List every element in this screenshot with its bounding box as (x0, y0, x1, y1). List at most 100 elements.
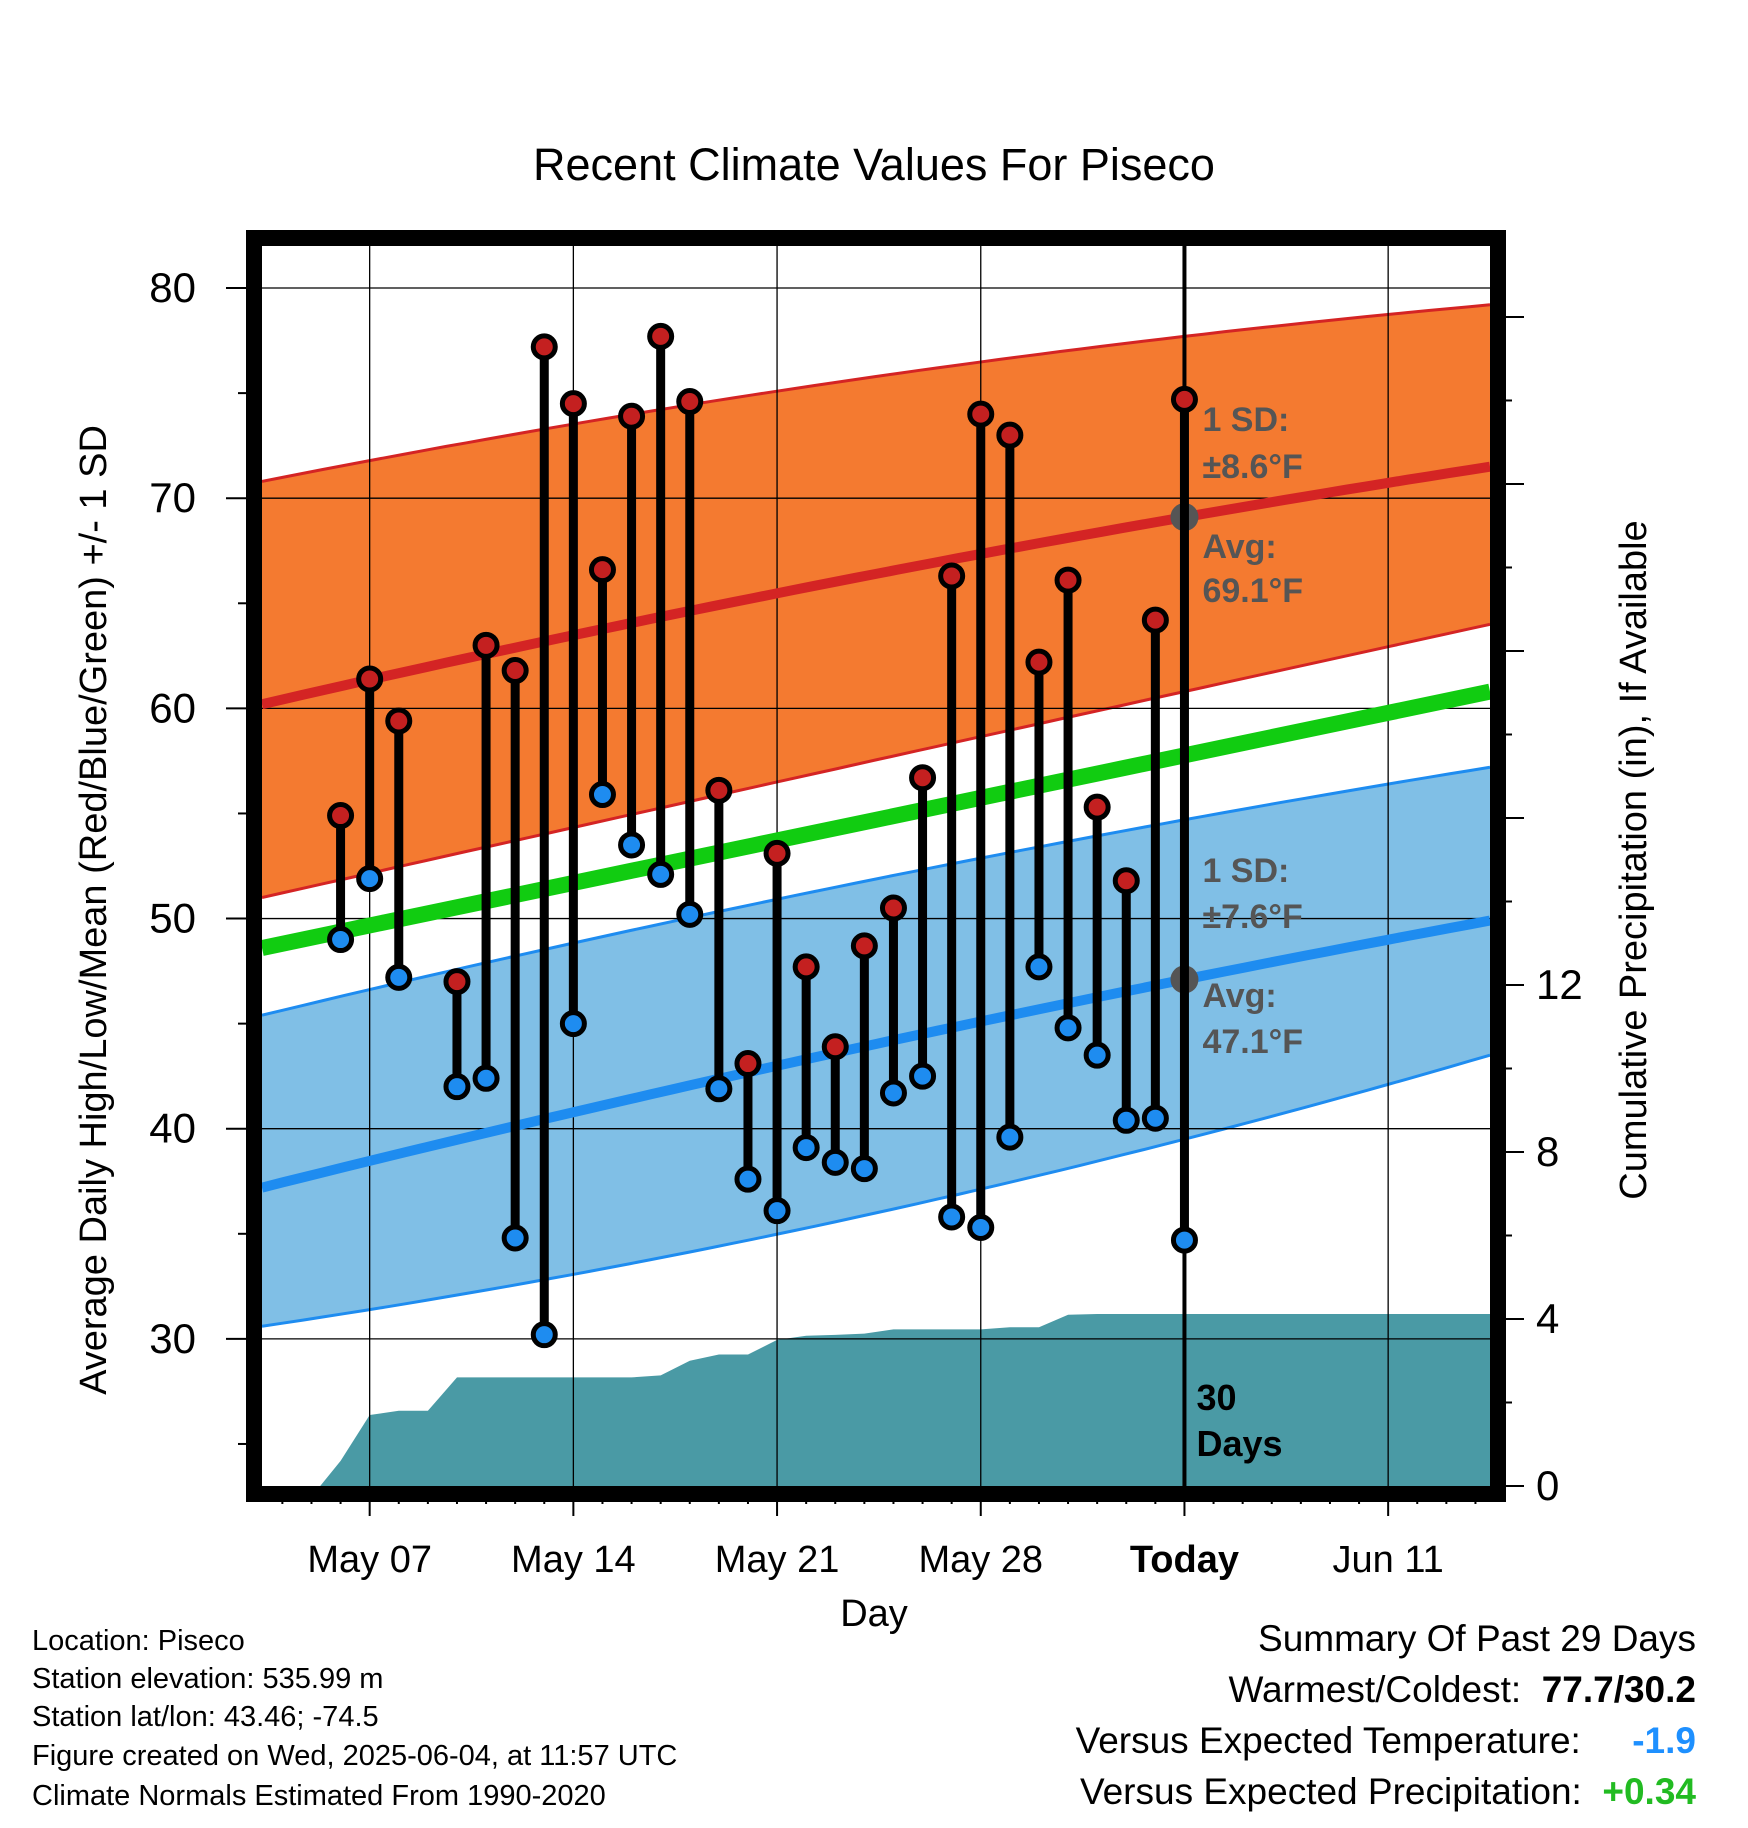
daily-low-point (618, 831, 646, 859)
precip-area (320, 1314, 1490, 1486)
y2-tick-label: 8 (1536, 1128, 1559, 1175)
y2-axis-label: Cumulative Precipitation (in), If Availa… (1613, 520, 1655, 1199)
daily-high-point (1083, 793, 1111, 821)
daily-low-point (763, 1197, 791, 1225)
daily-high-point (938, 562, 966, 590)
summary-temp-label: Versus Expected Temperature: (1075, 1720, 1581, 1761)
daily-high-point (705, 776, 733, 804)
daily-low-point (356, 865, 384, 893)
x-tick-label: May 07 (307, 1539, 432, 1581)
annotation-low-sd: 1 SD: (1202, 852, 1289, 890)
daily-high-point (909, 764, 937, 792)
plot-area: 1 SD: ±8.6°F Avg: 69.1°F 1 SD: ±7.6°F Avg: 47.1… (149, 230, 1583, 1581)
x-tick-label-today: Today (1130, 1539, 1239, 1581)
daily-high-point (763, 839, 791, 867)
plot-frame (246, 230, 1506, 1502)
daily-high-point (676, 388, 704, 416)
info-elevation: Station elevation: 535.99 m (32, 1663, 384, 1695)
daily-high-point (618, 402, 646, 430)
daily-high-point (850, 932, 878, 960)
low-sd-upper-edge (262, 765, 1490, 1017)
info-location: Location: Piseco (32, 1625, 245, 1657)
y-tick-label: 40 (149, 1105, 196, 1152)
x-tick-label: May 28 (918, 1539, 1043, 1581)
today-days-label: 30 (1196, 1377, 1236, 1418)
y-tick-label: 80 (149, 264, 196, 311)
daily-high-point (967, 400, 995, 428)
daily-low-point (734, 1165, 762, 1193)
daily-high-point (588, 556, 616, 584)
daily-low-point (1112, 1106, 1140, 1134)
y-tick-label: 70 (149, 474, 196, 521)
daily-high-point (1054, 566, 1082, 594)
summary-temperature: Versus Expected Temperature: -1.9 (1076, 1720, 1696, 1762)
info-latlon: Station lat/lon: 43.46; -74.5 (32, 1701, 379, 1733)
daily-high-point (385, 707, 413, 735)
daily-low-point (443, 1073, 471, 1101)
daily-high-point (472, 631, 500, 659)
annotation-low-avg: Avg: (1202, 977, 1276, 1015)
daily-low-point (967, 1213, 995, 1241)
today-days-label: Days (1196, 1423, 1282, 1464)
summary-precip-value: +0.34 (1602, 1771, 1696, 1812)
annotation-high-avg: Avg: (1202, 528, 1276, 566)
avg-low-line (262, 915, 1490, 1193)
daily-high-point (559, 390, 587, 418)
y-tick-label: 60 (149, 684, 196, 731)
daily-high-point (530, 333, 558, 361)
summary-warmest-value: 77.7/30.2 (1541, 1669, 1696, 1710)
daily-high-point (1112, 867, 1140, 895)
high-sd-lower-edge (262, 622, 1490, 899)
summary-heading: Summary Of Past 29 Days (1258, 1618, 1696, 1659)
annotation-high-sd: 1 SD: (1202, 401, 1289, 439)
daily-low-point (1170, 1226, 1198, 1254)
summary-temp-value: -1.9 (1632, 1720, 1696, 1761)
info-created: Figure created on Wed, 2025-06-04, at 11… (32, 1740, 678, 1772)
y-tick-label: 30 (149, 1315, 196, 1362)
daily-high-point (501, 657, 529, 685)
daily-high-point (1025, 648, 1053, 676)
summary-precip-label: Versus Expected Precipitation: (1079, 1771, 1582, 1812)
y-axis-label: Average Daily High/Low/Mean (Red/Blue/Gr… (73, 425, 115, 1395)
daily-low-point (1025, 953, 1053, 981)
annotation-high-sd-value: ±8.6°F (1202, 448, 1302, 486)
daily-low-point (1141, 1104, 1169, 1132)
annotation-high-avg-value: 69.1°F (1202, 572, 1303, 610)
daily-low-point (909, 1062, 937, 1090)
daily-low-point (996, 1123, 1024, 1151)
daily-high-point (327, 802, 355, 830)
daily-high-point (734, 1050, 762, 1078)
daily-low-point (559, 1010, 587, 1038)
daily-high-point (443, 968, 471, 996)
high-sd-upper-edge (262, 303, 1490, 483)
daily-low-point (1054, 1014, 1082, 1042)
y-tick-label: 50 (149, 895, 196, 942)
daily-high-point (647, 322, 675, 350)
y2-tick-label: 4 (1536, 1295, 1559, 1342)
y2-tick-label: 0 (1536, 1462, 1559, 1509)
daily-low-point (647, 860, 675, 888)
plot-inner (262, 246, 1490, 1486)
daily-low-point (327, 926, 355, 954)
daily-low-point (501, 1224, 529, 1252)
daily-high-point (821, 1033, 849, 1061)
low-sd-lower-edge (262, 1053, 1490, 1328)
daily-low-point (879, 1079, 907, 1107)
daily-high-point (1170, 385, 1198, 413)
daily-low-point (792, 1134, 820, 1162)
annotation-low-avg-value: 47.1°F (1202, 1023, 1303, 1061)
avg-mean-line (262, 683, 1490, 956)
daily-high-point (792, 953, 820, 981)
avg-high-line (262, 461, 1490, 710)
annotation-low-sd-value: ±7.6°F (1202, 898, 1302, 936)
info-normals: Climate Normals Estimated From 1990-2020 (32, 1780, 606, 1812)
daily-low-point (1083, 1041, 1111, 1069)
x-tick-label: Jun 11 (1333, 1539, 1444, 1581)
daily-high-point (879, 894, 907, 922)
daily-low-point (472, 1064, 500, 1092)
summary-warmest: Warmest/Coldest: 77.7/30.2 (1228, 1669, 1696, 1711)
daily-low-point (676, 900, 704, 928)
daily-low-point (530, 1321, 558, 1349)
daily-low-point (938, 1203, 966, 1231)
